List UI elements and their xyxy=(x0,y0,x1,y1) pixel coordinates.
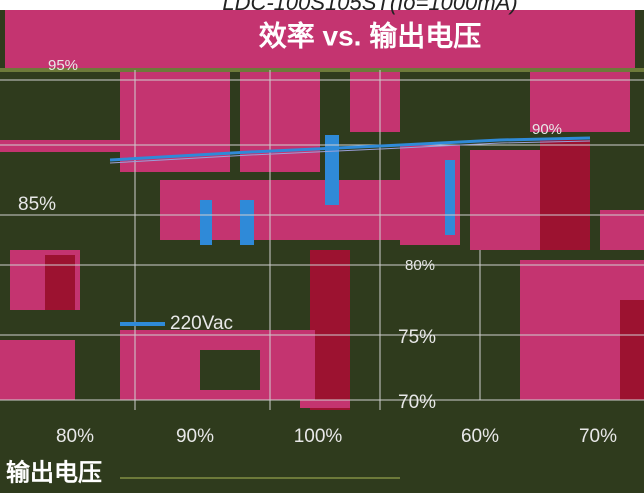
y-label: 90% xyxy=(532,121,562,138)
axis-title: 输出电压 xyxy=(6,458,102,486)
y-label: 80% xyxy=(405,257,435,274)
x-label: 80% xyxy=(56,426,94,447)
x-label: 100% xyxy=(294,426,343,447)
y-label: 85% xyxy=(18,194,56,215)
x-label: 70% xyxy=(579,426,617,447)
title-band xyxy=(5,10,635,68)
y-label: 95% xyxy=(48,57,78,74)
y-label: 75% xyxy=(398,327,436,348)
series-line-shadow xyxy=(109,140,591,164)
legend-label: 220Vac xyxy=(170,313,233,334)
x-label: 60% xyxy=(461,426,499,447)
title: 效率 vs. 输出电压 xyxy=(259,19,481,51)
grid-lines xyxy=(0,70,644,410)
series-line xyxy=(109,136,591,162)
footer-bg xyxy=(0,458,644,493)
subtitle: LDC-100S105ST(Io=1000mA) xyxy=(222,0,517,15)
y-label: 70% xyxy=(398,392,436,413)
x-label: 90% xyxy=(176,426,214,447)
